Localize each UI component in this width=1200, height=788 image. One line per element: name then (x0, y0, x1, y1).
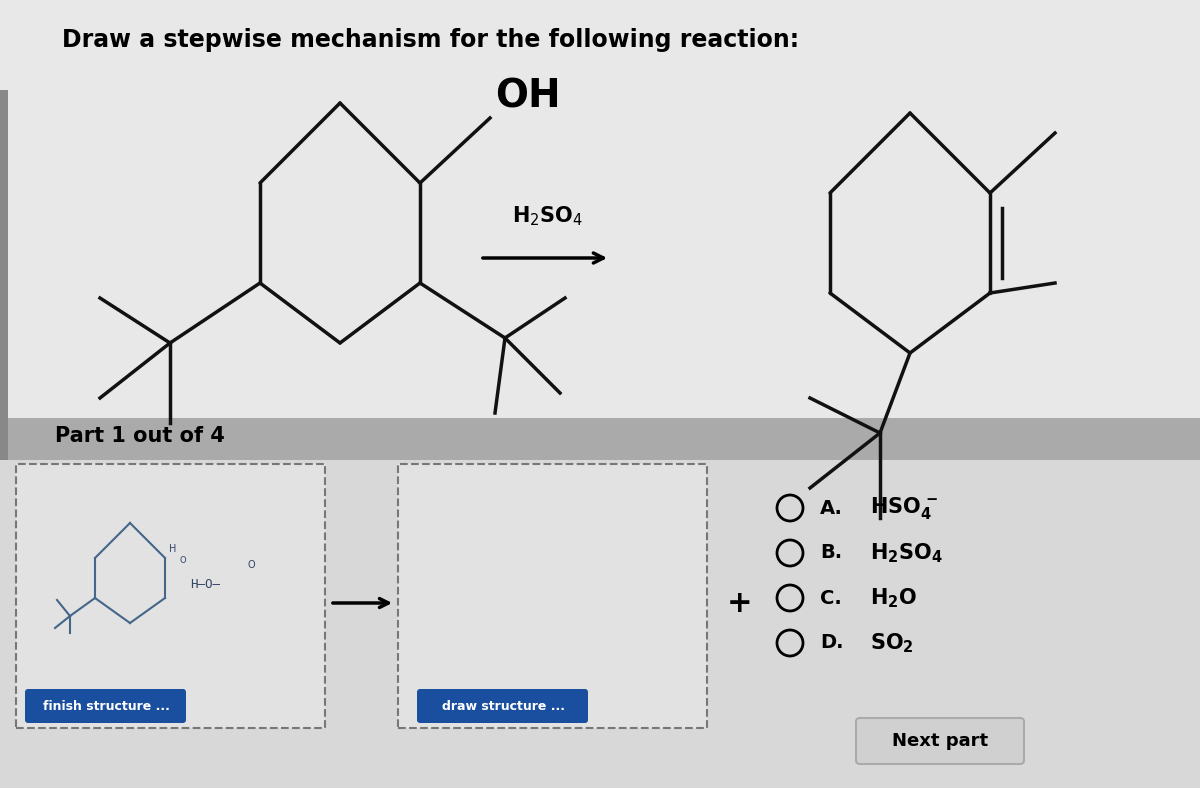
FancyBboxPatch shape (398, 464, 707, 728)
Text: Draw a stepwise mechanism for the following reaction:: Draw a stepwise mechanism for the follow… (62, 28, 799, 52)
Text: Part 1 out of 4: Part 1 out of 4 (55, 426, 224, 446)
Text: $\mathbf{SO_2}$: $\mathbf{SO_2}$ (870, 631, 914, 655)
Text: H: H (169, 544, 176, 554)
FancyBboxPatch shape (856, 718, 1024, 764)
Text: O: O (179, 556, 186, 565)
Text: $\mathbf{H_2SO_4}$: $\mathbf{H_2SO_4}$ (870, 541, 943, 565)
FancyBboxPatch shape (16, 464, 325, 728)
Text: D.: D. (820, 634, 844, 652)
Text: $\mathbf{H_2O}$: $\mathbf{H_2O}$ (870, 586, 917, 610)
FancyBboxPatch shape (0, 460, 1200, 788)
FancyBboxPatch shape (0, 0, 1200, 418)
FancyBboxPatch shape (0, 418, 1200, 460)
FancyBboxPatch shape (25, 689, 186, 723)
Text: H—O—: H—O— (190, 578, 220, 591)
Text: C.: C. (820, 589, 841, 608)
Text: A.: A. (820, 499, 842, 518)
Text: $\mathbf{HSO_4^{\,-}}$: $\mathbf{HSO_4^{\,-}}$ (870, 495, 938, 521)
Text: B.: B. (820, 544, 842, 563)
Text: Next part: Next part (892, 732, 988, 750)
Text: OH: OH (496, 77, 560, 115)
Text: O: O (247, 560, 254, 570)
Text: draw structure ...: draw structure ... (442, 700, 564, 712)
Text: finish structure ...: finish structure ... (42, 700, 169, 712)
FancyBboxPatch shape (418, 689, 588, 723)
Text: +: + (727, 589, 752, 618)
FancyBboxPatch shape (0, 90, 8, 460)
Text: H$_2$SO$_4$: H$_2$SO$_4$ (511, 204, 582, 228)
